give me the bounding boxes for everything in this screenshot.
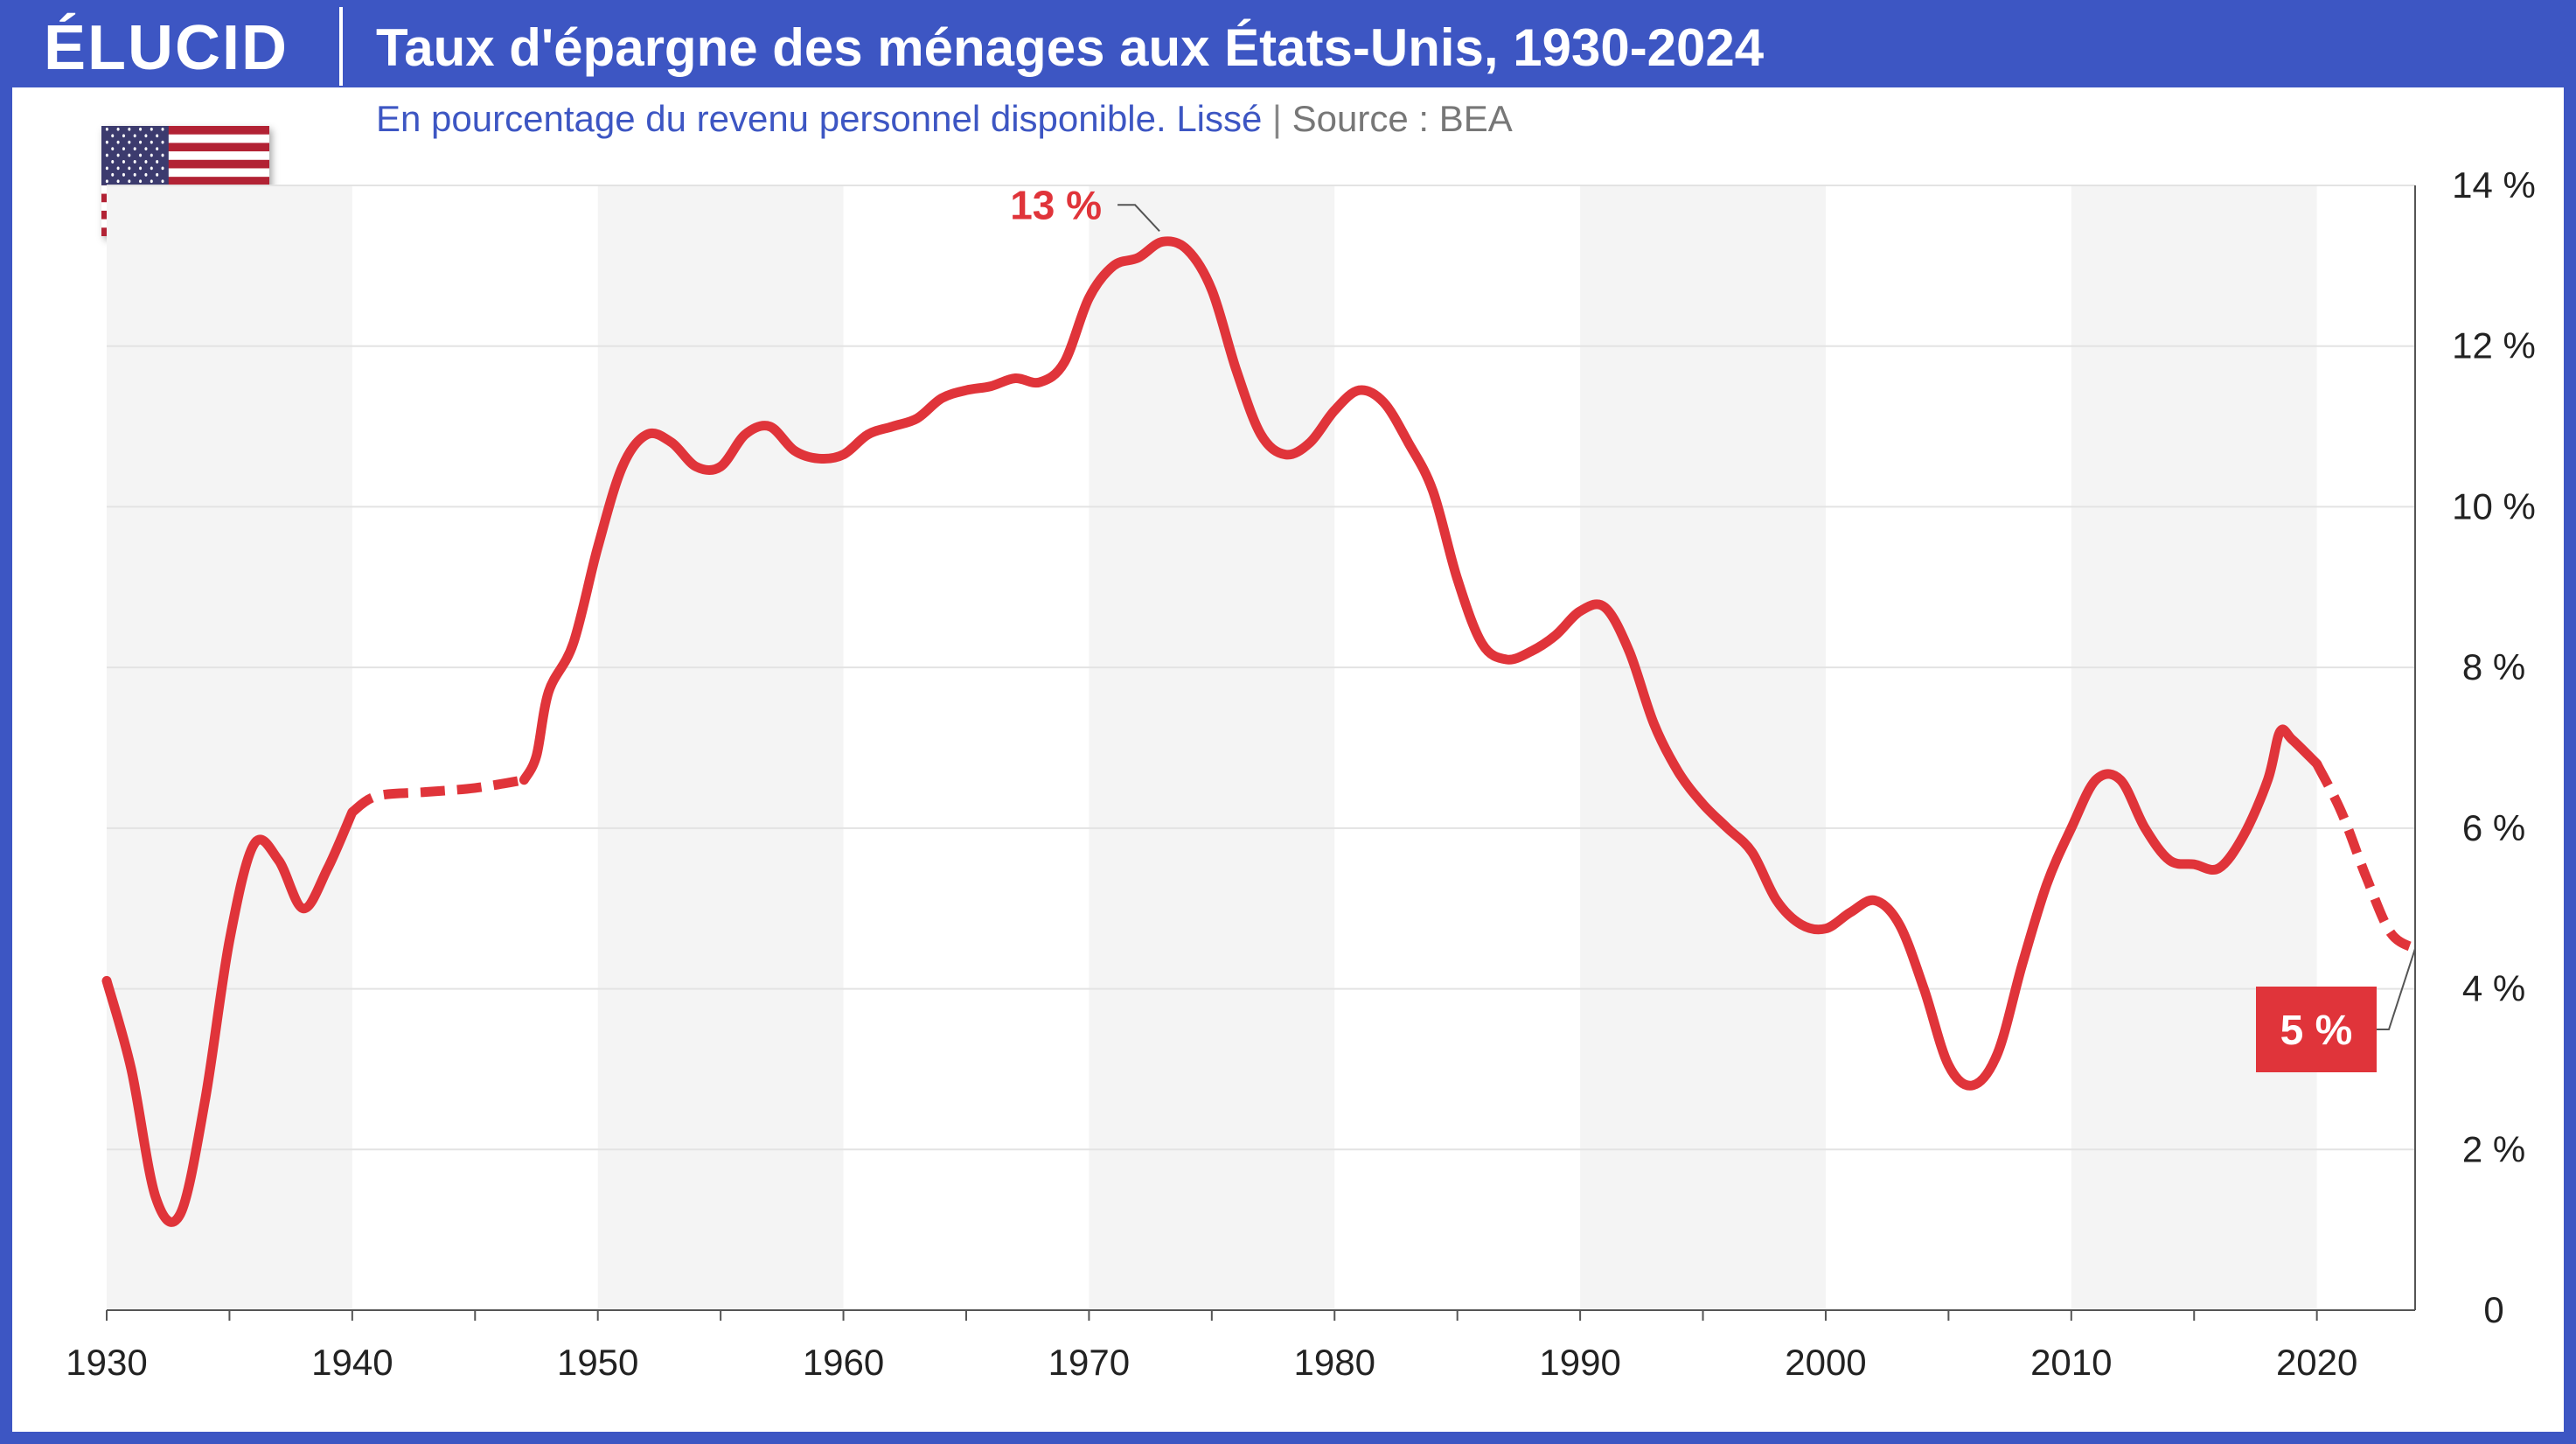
x-tick-label: 2010	[2030, 1342, 2112, 1383]
peak-annotation-label: 13 %	[1010, 182, 1102, 227]
x-tick-label: 1980	[1294, 1342, 1375, 1383]
y-tick-label: 12 %	[2452, 325, 2536, 366]
header-divider	[339, 7, 343, 86]
x-tick-label: 1990	[1539, 1342, 1620, 1383]
y-tick-label: 0	[2483, 1289, 2503, 1330]
y-tick-label: 10 %	[2452, 485, 2536, 527]
y-tick-label: 4 %	[2462, 968, 2525, 1009]
y-tick-label: 8 %	[2462, 646, 2525, 687]
source-label: Source : BEA	[1291, 98, 1513, 139]
brand-mark-icon	[2468, 1392, 2517, 1417]
chart-subtitle: En pourcentage du revenu personnel dispo…	[376, 98, 1513, 140]
decade-band	[1580, 185, 1826, 1310]
x-tick-label: 2020	[2276, 1342, 2357, 1383]
subtitle-text: En pourcentage du revenu personnel dispo…	[376, 98, 1263, 139]
latest-value-badge	[2256, 987, 2377, 1072]
peak-callout-line	[1117, 204, 1160, 232]
decade-band	[597, 185, 844, 1310]
footer-url[interactable]: www.elucid.media	[2220, 1404, 2462, 1435]
latest-callout-line	[2377, 948, 2416, 1030]
x-tick-label: 1950	[557, 1342, 638, 1383]
y-tick-label: 2 %	[2462, 1128, 2525, 1169]
header-bar: ÉLUCID Taux d'épargne des ménages aux Ét…	[0, 0, 2576, 87]
chart-title: Taux d'épargne des ménages aux États-Uni…	[376, 18, 1765, 77]
y-tick-label: 14 %	[2452, 164, 2536, 206]
brand-logo[interactable]: ÉLUCID	[44, 13, 289, 83]
x-tick-label: 1940	[311, 1342, 393, 1383]
series-line-2-dashed	[349, 775, 526, 817]
subtitle-separator: |	[1272, 98, 1282, 139]
x-tick-label: 1960	[803, 1342, 884, 1383]
decade-band	[1089, 185, 1335, 1310]
x-tick-label: 1930	[66, 1342, 147, 1383]
latest-value-label: 5 %	[2280, 1008, 2353, 1054]
decade-band	[107, 185, 352, 1310]
series-line-1	[101, 807, 358, 1227]
x-tick-label: 2000	[1785, 1342, 1866, 1383]
series-line-3	[519, 236, 2322, 1091]
y-tick-label: 6 %	[2462, 807, 2525, 848]
x-tick-label: 1970	[1048, 1342, 1130, 1383]
series-line-4-dashed	[2312, 761, 2418, 953]
